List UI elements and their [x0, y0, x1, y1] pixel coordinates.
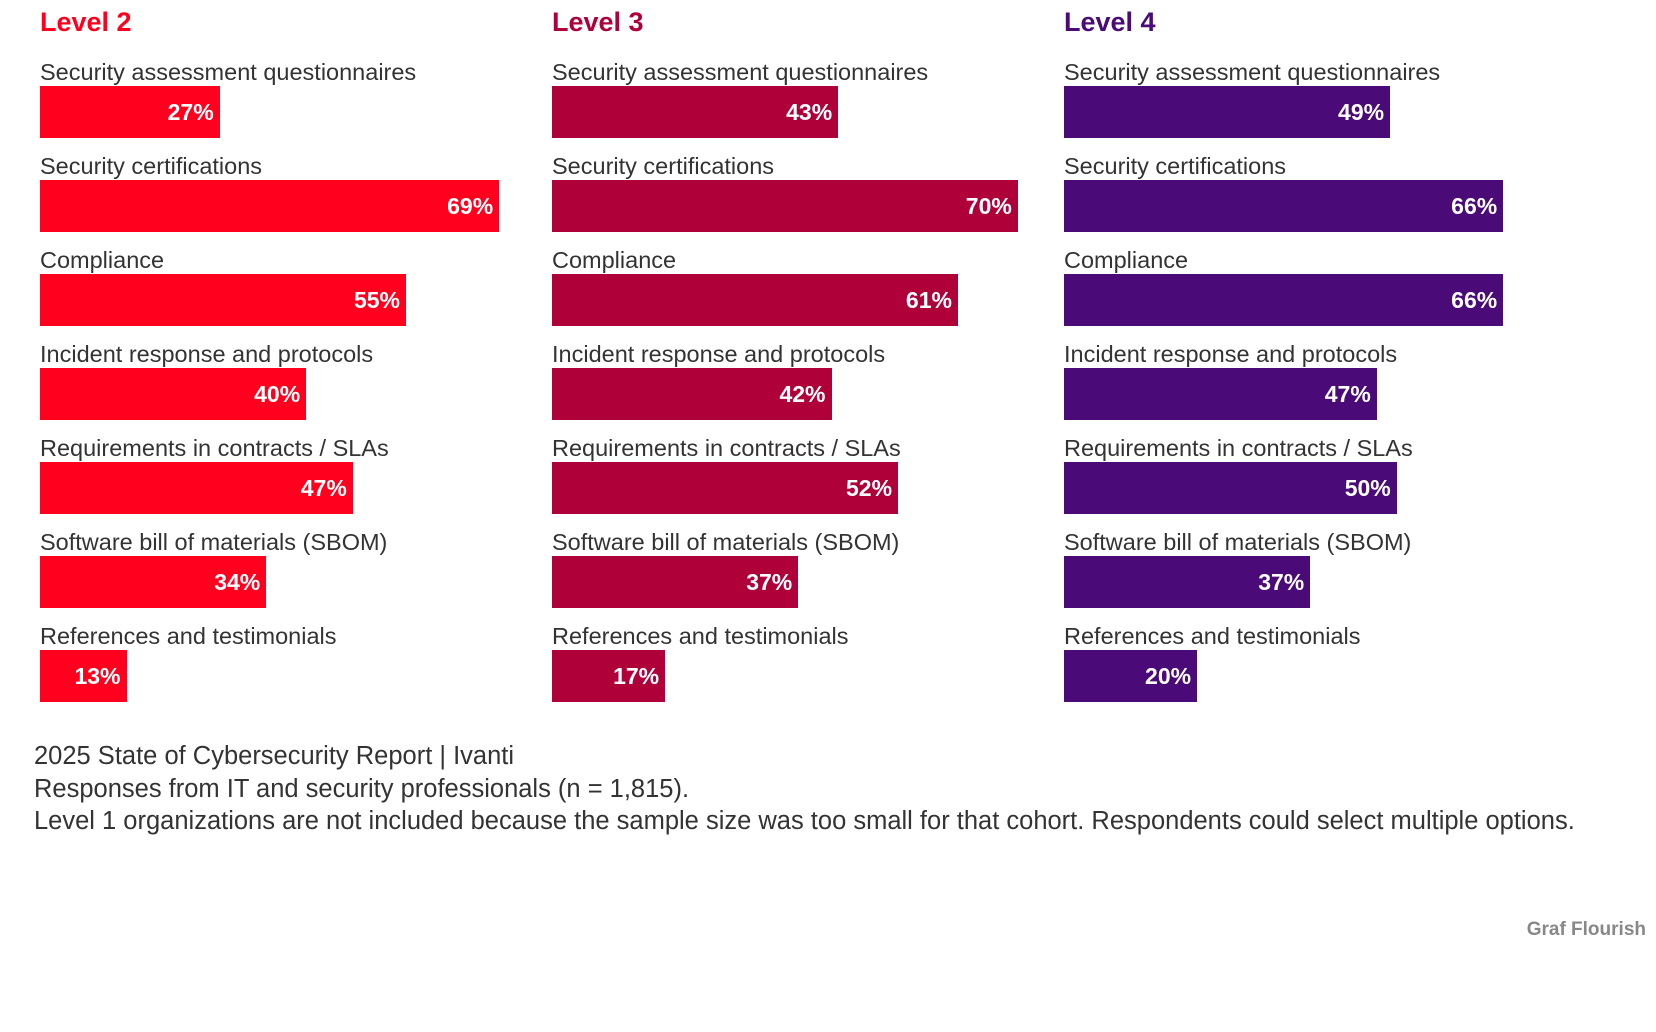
bar-value-label: 47% [300, 475, 347, 501]
chart-footer: 2025 State of Cybersecurity Report | Iva… [34, 740, 1634, 838]
bar-row: Incident response and protocols 42% [552, 340, 1052, 434]
category-label: Security assessment questionnaires [1064, 59, 1441, 85]
panel-title: Level 3 [552, 7, 644, 37]
bar[interactable]: 69% [40, 180, 500, 232]
category-label: Requirements in contracts / SLAs [40, 435, 389, 461]
bar-value-label: 37% [746, 569, 793, 595]
category-label: Security certifications [552, 153, 775, 179]
bar[interactable]: 17% [552, 650, 666, 702]
flourish-credit-link[interactable]: Graf Flourish [1526, 919, 1646, 940]
bar-row: Software bill of materials (SBOM) 37% [1064, 528, 1564, 622]
bar-value-label: 55% [353, 287, 401, 313]
bar-row: Software bill of materials (SBOM) 37% [552, 528, 1052, 622]
bar[interactable]: 47% [1064, 368, 1377, 420]
category-label: Security certifications [1064, 153, 1287, 179]
bar-row: Incident response and protocols 47% [1064, 340, 1564, 434]
bar[interactable]: 13% [40, 650, 127, 702]
category-label: References and testimonials [40, 623, 337, 649]
bar-value-label: 69% [447, 193, 494, 219]
bar-row: Compliance 66% [1064, 246, 1564, 340]
bar[interactable]: 50% [1064, 462, 1397, 514]
bar[interactable]: 27% [40, 86, 220, 138]
bar-row: Software bill of materials (SBOM) 34% [40, 528, 540, 622]
bar-row: Requirements in contracts / SLAs 50% [1064, 434, 1564, 528]
bar-value-label: 40% [254, 381, 301, 407]
bar[interactable]: 66% [1064, 274, 1504, 326]
category-label: Software bill of materials (SBOM) [1064, 529, 1412, 555]
bar[interactable]: 61% [552, 274, 958, 326]
bar[interactable]: 52% [552, 462, 899, 514]
bar[interactable]: 40% [40, 368, 307, 420]
bar-value-label: 47% [1324, 381, 1371, 407]
panel-title: Level 2 [40, 7, 132, 37]
bar-row: Security certifications 66% [1064, 152, 1564, 246]
bar-value-label: 66% [1451, 193, 1498, 219]
bar-row: Security assessment questionnaires 43% [552, 58, 1052, 152]
bar[interactable]: 37% [1064, 556, 1311, 608]
category-label: Incident response and protocols [552, 341, 886, 367]
bar[interactable]: 47% [40, 462, 353, 514]
bar-value-label: 34% [214, 569, 261, 595]
bar-value-label: 43% [786, 99, 833, 125]
category-label: Incident response and protocols [40, 341, 374, 367]
category-label: Software bill of materials (SBOM) [552, 529, 900, 555]
bar-value-label: 27% [167, 99, 214, 125]
category-label: Compliance [1064, 247, 1189, 273]
bar-row: References and testimonials 13% [40, 622, 540, 716]
category-label: Requirements in contracts / SLAs [552, 435, 901, 461]
bar[interactable]: 55% [40, 274, 407, 326]
bar-value-label: 50% [1344, 475, 1391, 501]
bar-row: Compliance 61% [552, 246, 1052, 340]
bar-row: Requirements in contracts / SLAs 52% [552, 434, 1052, 528]
bar[interactable]: 70% [552, 180, 1018, 232]
bar[interactable]: 49% [1064, 86, 1391, 138]
bar-value-label: 66% [1451, 287, 1498, 313]
bar-value-label: 37% [1258, 569, 1305, 595]
sample-note: Responses from IT and security professio… [34, 774, 690, 803]
bar-row: Security certifications 70% [552, 152, 1052, 246]
exclusion-note: Level 1 organizations are not included b… [34, 807, 1575, 835]
bar-row: Security certifications 69% [40, 152, 540, 246]
category-label: References and testimonials [552, 623, 849, 649]
category-label: Security assessment questionnaires [40, 59, 417, 85]
source-note: 2025 State of Cybersecurity Report | Iva… [34, 742, 515, 770]
bar-row: References and testimonials 17% [552, 622, 1052, 716]
category-label: Security certifications [40, 153, 263, 179]
bar-value-label: 70% [965, 193, 1012, 219]
bar-row: Security assessment questionnaires 49% [1064, 58, 1564, 152]
category-label: Incident response and protocols [1064, 341, 1398, 367]
bar[interactable]: 37% [552, 556, 799, 608]
category-label: Compliance [40, 247, 165, 273]
bar-row: Incident response and protocols 40% [40, 340, 540, 434]
category-label: Compliance [552, 247, 677, 273]
bar-value-label: 13% [74, 663, 121, 689]
bar-value-label: 52% [846, 475, 893, 501]
bar[interactable]: 66% [1064, 180, 1504, 232]
bar-row: References and testimonials 20% [1064, 622, 1564, 716]
bar-value-label: 20% [1145, 663, 1192, 689]
bar[interactable]: 34% [40, 556, 267, 608]
panel-title: Level 4 [1064, 7, 1156, 37]
category-label: References and testimonials [1064, 623, 1361, 649]
category-label: Security assessment questionnaires [552, 59, 929, 85]
bar-value-label: 42% [779, 381, 826, 407]
bar[interactable]: 43% [552, 86, 839, 138]
bar-value-label: 61% [905, 287, 952, 313]
bar-value-label: 17% [613, 663, 660, 689]
bar[interactable]: 20% [1064, 650, 1198, 702]
bar-row: Requirements in contracts / SLAs 47% [40, 434, 540, 528]
category-label: Software bill of materials (SBOM) [40, 529, 388, 555]
bar-row: Security assessment questionnaires 27% [40, 58, 540, 152]
bar-value-label: 49% [1338, 99, 1385, 125]
bar-row: Compliance 55% [40, 246, 540, 340]
bar[interactable]: 42% [552, 368, 832, 420]
category-label: Requirements in contracts / SLAs [1064, 435, 1413, 461]
